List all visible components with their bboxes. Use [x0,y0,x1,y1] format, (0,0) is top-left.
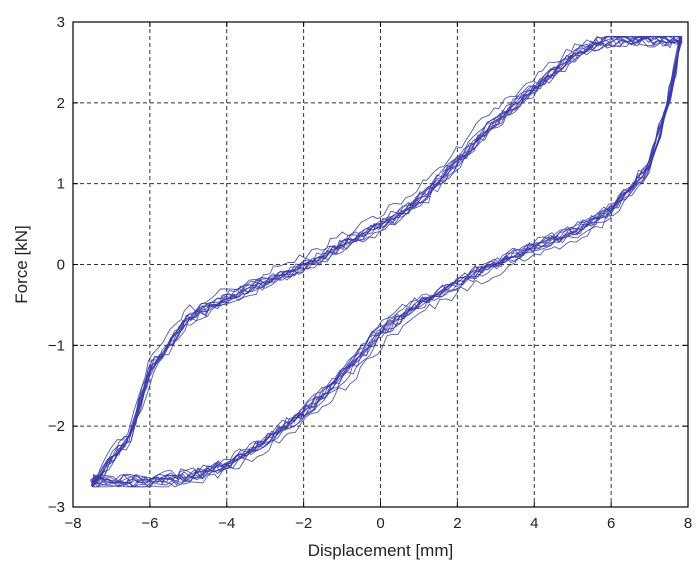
x-tick-label: 8 [684,515,692,532]
x-tick-label: −6 [141,515,158,532]
hysteresis-cycle-line [91,36,683,488]
y-tick-label: 0 [57,257,65,274]
x-tick-label: −8 [64,515,81,532]
hysteresis-curves [89,35,683,488]
hysteresis-cycle-line [89,36,680,488]
x-tick-label: 4 [530,515,538,532]
y-axis-ticks: −3 −2 −1 0 1 2 3 [48,14,688,516]
hysteresis-cycle-line [91,36,681,486]
hysteresis-cycle-line [91,35,683,485]
x-tick-label: −2 [295,515,312,532]
y-tick-label: 3 [57,14,65,31]
x-tick-label: 6 [607,515,615,532]
x-axis-ticks: −8 −6 −4 −2 0 2 4 6 8 [64,22,692,532]
hysteresis-cycle-line [91,35,681,488]
y-tick-label: 1 [57,176,65,193]
y-tick-label: 2 [57,95,65,112]
x-axis-label: Displacement [mm] [308,541,453,560]
x-tick-label: 0 [376,515,384,532]
hysteresis-cycle-line [91,36,681,487]
x-tick-label: −4 [218,515,235,532]
y-tick-label: −3 [48,499,65,516]
hysteresis-cycle-line [91,35,683,487]
hysteresis-cycle-line [92,36,682,487]
y-axis-label: Force [kN] [12,225,31,303]
hysteresis-cycle-line [92,36,683,488]
y-tick-label: −2 [48,418,65,435]
grid-lines [73,22,688,507]
y-tick-label: −1 [48,337,65,354]
hysteresis-cycle-line [93,36,681,484]
hysteresis-cycle-line [91,35,681,486]
hysteresis-cycle-line [90,35,682,488]
x-tick-label: 2 [453,515,461,532]
